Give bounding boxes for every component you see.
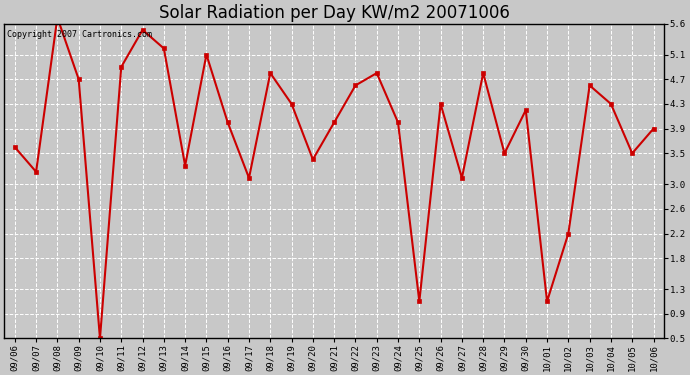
- Title: Solar Radiation per Day KW/m2 20071006: Solar Radiation per Day KW/m2 20071006: [159, 4, 510, 22]
- Text: Copyright 2007 Cartronics.com: Copyright 2007 Cartronics.com: [8, 30, 152, 39]
